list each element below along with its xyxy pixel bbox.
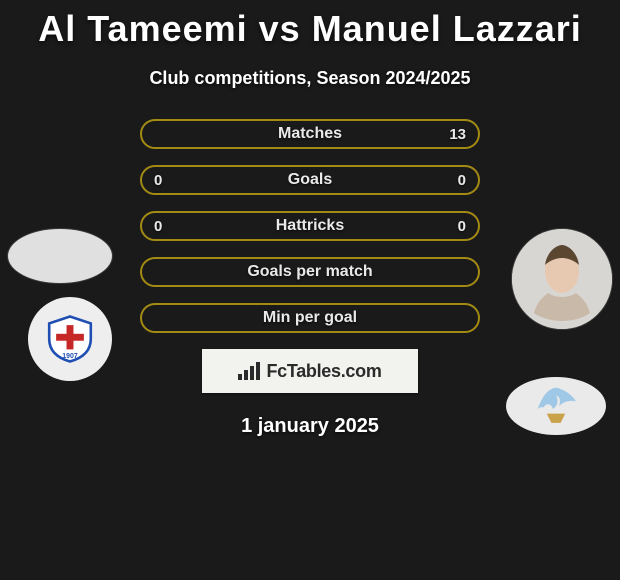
stat-right-value: 13 [449, 126, 466, 143]
stat-right-value: 0 [458, 172, 466, 189]
page-subtitle: Club competitions, Season 2024/2025 [0, 68, 620, 89]
stat-label: Min per goal [263, 309, 357, 327]
svg-text:1907: 1907 [62, 353, 78, 360]
stat-rows: Matches 13 0 Goals 0 0 Hattricks 0 Goals… [140, 119, 480, 333]
stat-row-mpg: Min per goal [140, 303, 480, 333]
stat-row-hattricks: 0 Hattricks 0 [140, 211, 480, 241]
avatar-face-icon [512, 229, 612, 329]
stat-label: Goals [288, 171, 332, 189]
compare-panel: 1907 Matches 13 0 Goals 0 0 Hattricks 0 … [0, 119, 620, 438]
player-left-avatar [8, 229, 112, 283]
stat-row-gpm: Goals per match [140, 257, 480, 287]
stat-left-value: 0 [154, 172, 162, 189]
player-right-avatar [512, 229, 612, 329]
stat-right-value: 0 [458, 218, 466, 235]
club-eagle-icon [533, 383, 579, 429]
page-title: Al Tameemi vs Manuel Lazzari [0, 0, 620, 50]
player-right-club-badge [506, 377, 606, 435]
stat-label: Matches [278, 125, 342, 143]
stat-label: Goals per match [247, 263, 372, 281]
brand-badge: FcTables.com [202, 349, 418, 393]
brand-text: FcTables.com [266, 361, 381, 382]
stat-left-value: 0 [154, 218, 162, 235]
stat-label: Hattricks [276, 217, 344, 235]
stat-row-matches: Matches 13 [140, 119, 480, 149]
bars-icon [238, 362, 260, 380]
club-crest-icon: 1907 [44, 313, 96, 365]
player-left-club-badge: 1907 [28, 297, 112, 381]
stat-row-goals: 0 Goals 0 [140, 165, 480, 195]
